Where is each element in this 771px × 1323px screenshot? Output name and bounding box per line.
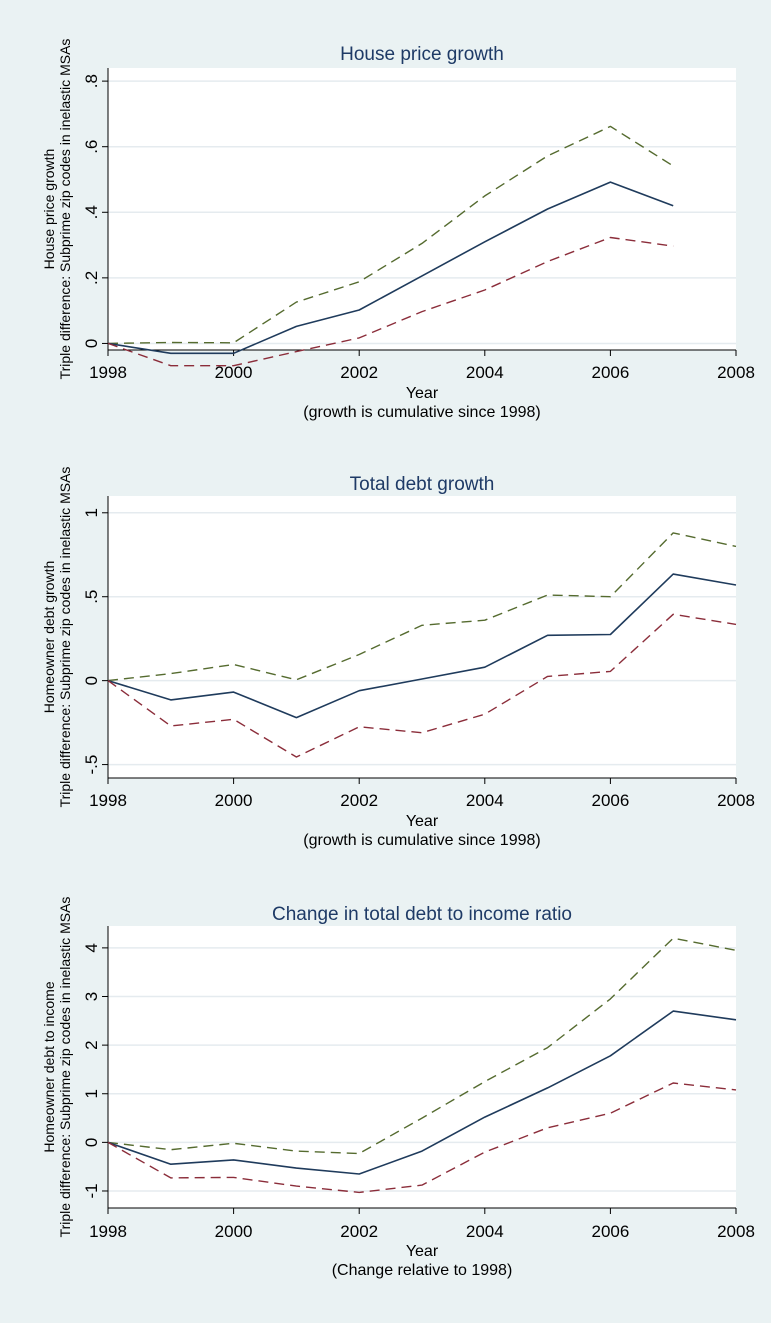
x-tick-label: 1998 [89, 363, 127, 382]
series-line-lower [107, 236, 674, 367]
chart-title: Total debt growth [350, 474, 495, 495]
y-tick-label: 0 [82, 1138, 101, 1147]
series-line-upper [107, 937, 737, 1155]
x-tick-label: 2000 [215, 363, 253, 382]
y-tick-label: -1 [82, 1183, 101, 1198]
x-tick-label: 2008 [717, 791, 755, 810]
x-tick-label: 2004 [466, 1222, 504, 1241]
plot-area [108, 496, 736, 778]
series-line-estimate [107, 573, 737, 719]
x-tick-label: 2008 [717, 1222, 755, 1241]
x-tick-label: 1998 [89, 791, 127, 810]
y-tick-label: .8 [82, 74, 101, 88]
y-axis-label-line-2: Homeowner debt growth [41, 561, 57, 714]
x-tick-label: 2006 [591, 1222, 629, 1241]
x-axis-label: Year [406, 1243, 439, 1260]
x-tick-label: 2000 [215, 1222, 253, 1241]
x-tick-label: 2002 [340, 363, 378, 382]
y-tick-label: 1 [82, 1089, 101, 1098]
x-tick-label: 2002 [340, 791, 378, 810]
y-tick-label: .2 [82, 271, 101, 285]
y-tick-label: 4 [82, 943, 101, 952]
chart-panel-1: 0 .2 .4 .6 .8 1998 2000 2002 2004 2006 2008 House p… [41, 39, 755, 421]
y-tick-label: .4 [82, 205, 101, 219]
x-tick-label: 2008 [717, 363, 755, 382]
series-line-estimate [107, 181, 674, 355]
x-axis-note: (growth is cumulative since 1998) [303, 404, 540, 421]
x-axis-note: (growth is cumulative since 1998) [303, 832, 540, 849]
chart-panel-3: -1 0 1 2 3 4 1998 2000 2002 2004 2006 2008 Change in… [41, 897, 755, 1279]
y-tick-label: 3 [82, 992, 101, 1001]
x-axis-label: Year [406, 385, 439, 402]
y-tick-label: .5 [82, 590, 101, 604]
x-tick-label: 1998 [89, 1222, 127, 1241]
series-line-estimate [107, 1010, 737, 1175]
x-tick-label: 2000 [215, 791, 253, 810]
y-tick-label: 1 [82, 508, 101, 517]
x-tick-label: 2006 [591, 791, 629, 810]
y-axis-label-line-2: Homeowner debt to income [41, 981, 57, 1152]
x-tick-label: 2004 [466, 363, 504, 382]
series-line-lower [107, 1082, 737, 1194]
y-axis-label-line-1: Triple difference: Subprime zip codes in… [57, 39, 73, 380]
y-tick-label: 0 [82, 676, 101, 685]
series-line-lower [107, 613, 737, 758]
chart-panel-2: -.5 0 .5 1 1998 2000 2002 2004 2006 2008 Total deb… [41, 467, 755, 849]
chart-title: House price growth [340, 44, 504, 65]
y-tick-label: -.5 [82, 755, 101, 775]
series-line-upper [107, 532, 737, 682]
x-axis-label: Year [406, 813, 439, 830]
y-tick-label: 2 [82, 1040, 101, 1049]
x-tick-label: 2002 [340, 1222, 378, 1241]
x-tick-label: 2004 [466, 791, 504, 810]
y-axis-label-line-1: Triple difference: Subprime zip codes in… [57, 897, 73, 1238]
plot-area [108, 68, 736, 350]
y-tick-label: .6 [82, 140, 101, 154]
y-axis-label-line-2: House price growth [41, 149, 57, 270]
plot-area [108, 926, 736, 1208]
x-axis-note: (Change relative to 1998) [332, 1262, 513, 1279]
chart-title: Change in total debt to income ratio [272, 904, 572, 925]
y-tick-label: 0 [82, 339, 101, 348]
x-tick-label: 2006 [591, 363, 629, 382]
y-axis-label-line-1: Triple difference: Subprime zip codes in… [57, 467, 73, 808]
